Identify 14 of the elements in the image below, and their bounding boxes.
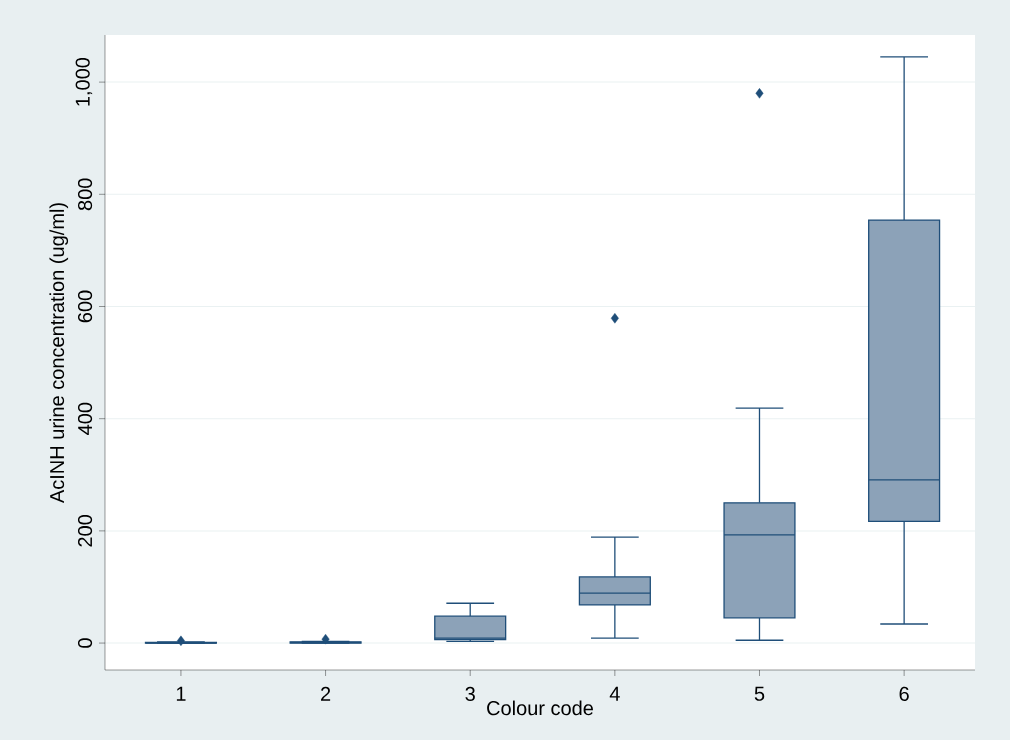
y-axis-title: AcINH urine concentration (ug/ml) — [49, 203, 69, 504]
y-tick-label: 800 — [77, 178, 93, 211]
y-tick-label: 200 — [77, 514, 93, 547]
x-tick-label: 6 — [899, 686, 909, 702]
y-tick-label: 0 — [77, 638, 93, 648]
x-tick-label: 3 — [465, 686, 475, 702]
x-tick-label: 5 — [754, 686, 765, 701]
x-tick-label: 2 — [321, 686, 331, 701]
y-tick-label: 1,000 — [75, 57, 93, 106]
x-axis-title: Colour code — [487, 700, 593, 716]
y-tick-label: 400 — [77, 402, 93, 435]
y-tick-label: 600 — [77, 290, 93, 323]
x-tick-label: 1 — [176, 686, 186, 701]
x-tick-label: 4 — [609, 686, 620, 701]
